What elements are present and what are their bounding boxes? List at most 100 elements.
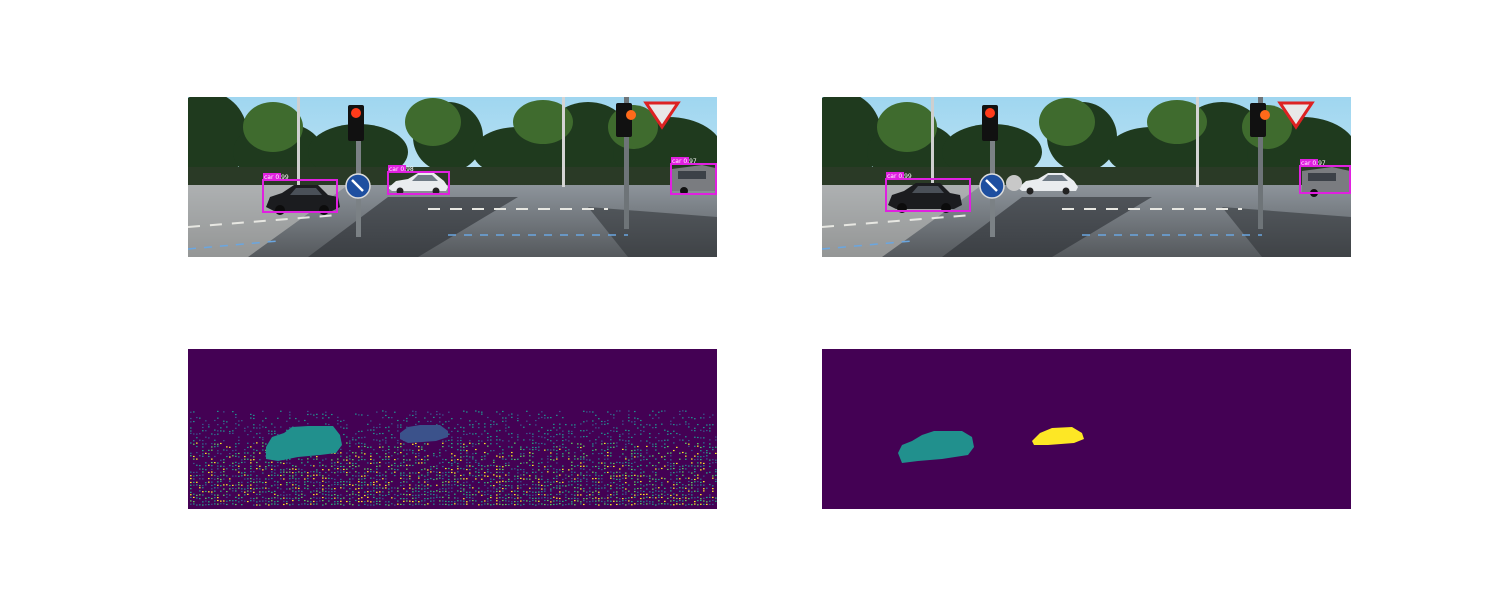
lidar-point: [373, 481, 375, 483]
lidar-point: [709, 427, 711, 429]
lidar-point: [691, 429, 693, 431]
lidar-point: [205, 482, 207, 484]
lidar-point: [601, 443, 603, 445]
lidar-point: [616, 497, 618, 499]
lidar-point: [361, 478, 363, 480]
lidar-point: [397, 500, 399, 502]
lidar-point: [367, 500, 369, 502]
lidar-point: [334, 501, 336, 503]
lidar-point: [199, 478, 201, 480]
lidar-point: [433, 453, 435, 455]
lidar-point: [667, 445, 669, 448]
lidar-point: [670, 423, 672, 425]
lidar-point: [466, 503, 468, 505]
lidar-point: [580, 501, 582, 503]
lidar-point: [340, 462, 342, 465]
lidar-point: [280, 462, 282, 464]
lidar-point: [238, 465, 240, 467]
lidar-point: [346, 484, 348, 486]
lidar-point: [235, 416, 237, 419]
lidar-point: [220, 453, 222, 455]
lidar-point: [595, 472, 597, 474]
lidar-point: [448, 494, 450, 496]
lidar-point: [649, 455, 651, 457]
lidar-point: [604, 484, 606, 486]
lidar-point: [652, 491, 654, 493]
lidar-point: [703, 417, 705, 419]
lidar-point: [421, 462, 423, 464]
lidar-point: [307, 458, 309, 460]
lidar-point: [715, 474, 717, 477]
lidar-point: [349, 458, 351, 460]
lidar-point: [277, 481, 279, 483]
lidar-point: [409, 449, 411, 451]
lidar-point: [538, 484, 540, 486]
lidar-point: [448, 439, 450, 442]
lidar-point: [517, 465, 519, 467]
lidar-point: [517, 497, 519, 499]
lidar-point: [547, 458, 549, 460]
lidar-point: [259, 424, 261, 426]
lidar-point: [238, 468, 240, 470]
lidar-point: [382, 417, 384, 419]
lidar-point: [622, 500, 624, 502]
lidar-point: [469, 484, 471, 486]
lidar-point: [640, 503, 642, 505]
lidar-point: [667, 493, 669, 496]
lidar-point: [628, 417, 630, 419]
lidar-point: [634, 496, 636, 498]
lidar-point: [499, 439, 501, 441]
lidar-point: [346, 427, 348, 429]
lidar-point: [199, 487, 201, 489]
lidar-point: [610, 442, 612, 445]
lidar-point: [472, 494, 474, 496]
lidar-point: [373, 439, 375, 441]
lidar-point: [559, 503, 561, 505]
lidar-point: [607, 448, 609, 451]
lidar-point: [631, 465, 633, 468]
lidar-point: [484, 426, 486, 428]
lidar-point: [235, 443, 237, 445]
lidar-point: [532, 449, 534, 451]
lidar-point: [703, 503, 705, 505]
lidar-point: [676, 424, 678, 426]
lidar-point: [364, 481, 366, 483]
lidar-point: [712, 499, 714, 502]
lidar-point: [331, 497, 333, 500]
lidar-point: [253, 478, 255, 480]
lidar-point: [688, 503, 690, 505]
lidar-point: [481, 494, 483, 496]
lidar-point: [271, 423, 273, 425]
lidar-point: [307, 500, 309, 502]
lidar-point: [607, 497, 609, 499]
lidar-point: [316, 471, 318, 473]
lidar-point: [343, 471, 345, 473]
lidar-point: [292, 490, 294, 492]
lidar-point: [481, 456, 483, 458]
lidar-point: [517, 458, 519, 460]
lidar-point: [316, 503, 318, 505]
lidar-point: [694, 503, 696, 505]
lidar-point: [631, 455, 633, 457]
lidar-point: [439, 417, 441, 419]
lidar-point: [235, 503, 237, 506]
lidar-point: [502, 417, 504, 419]
lidar-point: [433, 497, 435, 499]
lidar-point: [679, 497, 681, 500]
lidar-point: [382, 449, 384, 452]
lidar-point: [214, 433, 216, 436]
lidar-point: [415, 459, 417, 461]
lidar-point: [709, 446, 711, 448]
lidar-point: [511, 480, 513, 483]
lidar-point: [622, 474, 624, 476]
lidar-point: [451, 446, 453, 448]
lidar-point: [685, 452, 687, 454]
lidar-point: [247, 442, 249, 444]
lidar-point: [562, 468, 564, 470]
lidar-point: [646, 440, 648, 442]
lidar-point: [667, 461, 669, 464]
lidar-point: [583, 468, 585, 470]
lidar-point: [313, 465, 315, 467]
lidar-point: [466, 484, 468, 487]
lidar-point: [367, 429, 369, 431]
